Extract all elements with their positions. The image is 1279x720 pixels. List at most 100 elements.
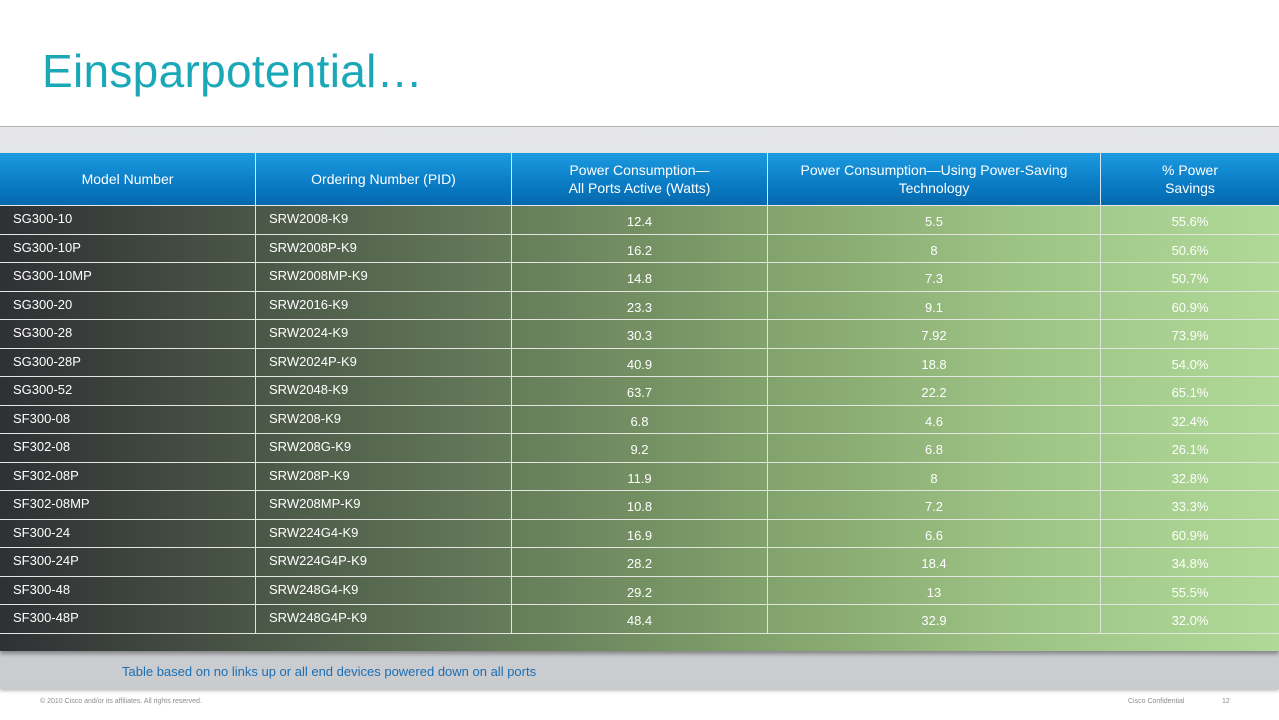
- table-row: SG300-10MP SRW2008MP-K9 14.8 7.3 50.7%: [0, 263, 1279, 292]
- cell-percent-savings: 32.0%: [1171, 613, 1209, 628]
- cell-percent-savings: 54.0%: [1171, 356, 1209, 372]
- table-row: SG300-28P SRW2024P-K9 40.9 18.8 54.0%: [0, 348, 1279, 377]
- table-row: SG300-10P SRW2008P-K9 16.2 8 50.6%: [0, 234, 1279, 263]
- cell-model-number: SF302-08: [0, 434, 256, 462]
- table-row: SG300-20 SRW2016-K9 23.3 9.1 60.9%: [0, 291, 1279, 320]
- table-body: SG300-10 SRW2008-K9 12.4 5.5 55.6% SG300-10P S…: [0, 206, 1279, 634]
- cell-power-all-ports: 63.7: [512, 377, 768, 405]
- cell-power-all-ports: 28.2: [512, 548, 768, 576]
- cell-power-saving: 13: [768, 576, 1101, 604]
- cell-power-saving: 32.9: [768, 605, 1101, 633]
- cell-power-all-ports: 9.2: [512, 434, 768, 462]
- page-number: 12: [1222, 698, 1230, 705]
- cell-power-saving: 7.3: [768, 263, 1101, 291]
- cell-model-number: SF300-24: [0, 519, 256, 547]
- cell-power-all-ports: 48.4: [512, 605, 768, 633]
- table-row: SG300-10 SRW2008-K9 12.4 5.5 55.6%: [0, 206, 1279, 235]
- cell-power-all-ports: 29.2: [512, 576, 768, 604]
- power-savings-table: Model Number Ordering Number (PID) Power…: [0, 153, 1279, 651]
- cell-power-all-ports: 40.9: [512, 348, 768, 376]
- cell-percent-savings: 73.9%: [1171, 328, 1209, 343]
- cell-ordering-number: SRW208P-K9: [256, 462, 512, 490]
- cell-power-saving: 8: [768, 234, 1101, 262]
- table-row: SF300-48P SRW248G4P-K9 48.4 32.9 32.0%: [0, 605, 1279, 634]
- cell-model-number: SF300-48P: [0, 605, 256, 633]
- cell-power-saving: 4.6: [768, 405, 1101, 433]
- table-row: SG300-52 SRW2048-K9 63.7 22.2 65.1%: [0, 377, 1279, 406]
- cell-model-number: SG300-28: [0, 320, 256, 348]
- cell-power-all-ports: 16.2: [512, 234, 768, 262]
- cell-percent-savings: 32.4%: [1171, 413, 1209, 429]
- cell-power-saving: 7.2: [768, 491, 1101, 519]
- cell-power-saving: 8: [768, 462, 1101, 490]
- cell-ordering-number: SRW224G4P-K9: [256, 548, 512, 576]
- table-row: SF300-24P SRW224G4P-K9 28.2 18.4 34.8%: [0, 548, 1279, 577]
- cell-ordering-number: SRW2008-K9: [256, 206, 512, 234]
- cell-power-all-ports: 16.9: [512, 519, 768, 547]
- header-percent-savings: % Power Savings: [1161, 162, 1219, 196]
- header-ordering-number: Ordering Number (PID): [256, 153, 512, 205]
- cell-power-saving: 6.6: [768, 519, 1101, 547]
- cell-power-all-ports: 30.3: [512, 320, 768, 348]
- cell-power-saving: 18.8: [768, 348, 1101, 376]
- cell-ordering-number: SRW2008MP-K9: [256, 263, 512, 291]
- cell-power-saving: 6.8: [768, 434, 1101, 462]
- cell-ordering-number: SRW2008P-K9: [256, 234, 512, 262]
- cell-model-number: SG300-20: [0, 291, 256, 319]
- cell-model-number: SG300-52: [0, 377, 256, 405]
- cell-power-all-ports: 14.8: [512, 263, 768, 291]
- cell-ordering-number: SRW248G4-K9: [256, 576, 512, 604]
- cell-power-all-ports: 12.4: [512, 206, 768, 234]
- cell-model-number: SF300-08: [0, 405, 256, 433]
- cell-power-saving: 9.1: [768, 291, 1101, 319]
- header-power-saving: Power Consumption—Using Power-Saving Tec…: [768, 153, 1101, 205]
- cell-percent-savings: 60.9%: [1171, 527, 1209, 543]
- cell-model-number: SG300-28P: [0, 348, 256, 376]
- header-model-number: Model Number: [0, 153, 256, 205]
- cell-ordering-number: SRW2024P-K9: [256, 348, 512, 376]
- cell-power-all-ports: 11.9: [512, 462, 768, 490]
- cell-model-number: SF302-08MP: [0, 491, 256, 519]
- cell-percent-savings: 34.8%: [1171, 556, 1209, 571]
- table-row: SF302-08P SRW208P-K9 11.9 8 32.8%: [0, 462, 1279, 491]
- cell-percent-savings: 50.6%: [1171, 242, 1209, 258]
- table-row: SF300-48 SRW248G4-K9 29.2 13 55.5%: [0, 576, 1279, 605]
- cell-percent-savings: 32.8%: [1171, 470, 1209, 486]
- cell-power-all-ports: 10.8: [512, 491, 768, 519]
- cell-model-number: SF300-24P: [0, 548, 256, 576]
- cell-ordering-number: SRW208G-K9: [256, 434, 512, 462]
- table-row: SF302-08 SRW208G-K9 9.2 6.8 26.1%: [0, 434, 1279, 463]
- slide-title: Einsparpotential…: [42, 45, 423, 97]
- cell-power-saving: 18.4: [768, 548, 1101, 576]
- cell-ordering-number: SRW2048-K9: [256, 377, 512, 405]
- header-power-all-ports: Power Consumption— All Ports Active (Wat…: [512, 153, 768, 205]
- cell-power-all-ports: 23.3: [512, 291, 768, 319]
- cell-ordering-number: SRW224G4-K9: [256, 519, 512, 547]
- cell-ordering-number: SRW248G4P-K9: [256, 605, 512, 633]
- cell-ordering-number: SRW208-K9: [256, 405, 512, 433]
- table-header: Model Number Ordering Number (PID) Power…: [0, 153, 1279, 206]
- cell-ordering-number: SRW208MP-K9: [256, 491, 512, 519]
- cell-percent-savings: 26.1%: [1171, 442, 1209, 457]
- cell-power-saving: 7.92: [768, 320, 1101, 348]
- cell-percent-savings: 33.3%: [1171, 499, 1209, 514]
- cell-model-number: SG300-10MP: [0, 263, 256, 291]
- cell-percent-savings: 50.7%: [1171, 271, 1209, 286]
- cell-model-number: SG300-10: [0, 206, 256, 234]
- cell-power-saving: 22.2: [768, 377, 1101, 405]
- cell-ordering-number: SRW2024-K9: [256, 320, 512, 348]
- table-row: SF302-08MP SRW208MP-K9 10.8 7.2 33.3%: [0, 491, 1279, 520]
- cell-percent-savings: 55.6%: [1171, 214, 1209, 229]
- copyright-text: © 2010 Cisco and/or its affiliates. All …: [40, 698, 202, 705]
- cell-percent-savings: 65.1%: [1171, 385, 1209, 400]
- cell-power-all-ports: 6.8: [512, 405, 768, 433]
- table-row: SG300-28 SRW2024-K9 30.3 7.92 73.9%: [0, 320, 1279, 349]
- table-row: SF300-08 SRW208-K9 6.8 4.6 32.4%: [0, 405, 1279, 434]
- table-row: SF300-24 SRW224G4-K9 16.9 6.6 60.9%: [0, 519, 1279, 548]
- cell-ordering-number: SRW2016-K9: [256, 291, 512, 319]
- cell-power-saving: 5.5: [768, 206, 1101, 234]
- cell-model-number: SF302-08P: [0, 462, 256, 490]
- cell-percent-savings: 55.5%: [1171, 584, 1209, 600]
- cell-percent-savings: 60.9%: [1171, 299, 1209, 315]
- table-footnote: Table based on no links up or all end de…: [122, 664, 537, 679]
